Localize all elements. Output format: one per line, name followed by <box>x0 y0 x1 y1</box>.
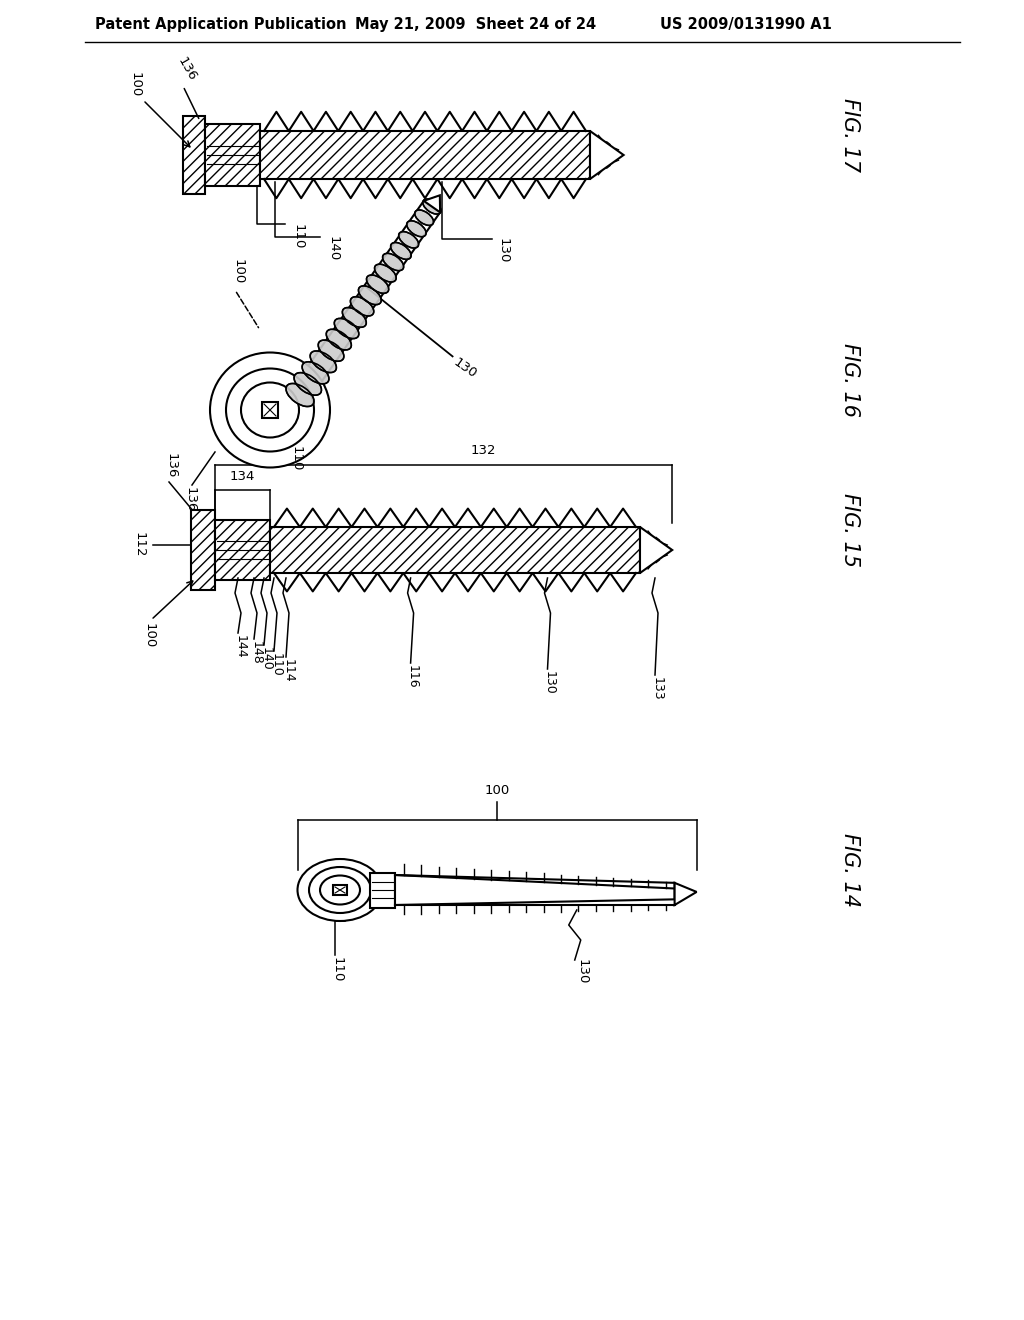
Text: FIG. 14: FIG. 14 <box>840 833 860 907</box>
Ellipse shape <box>398 231 419 248</box>
Text: 130: 130 <box>575 960 588 985</box>
Text: 112: 112 <box>132 532 145 558</box>
Ellipse shape <box>342 308 367 327</box>
Text: US 2009/0131990 A1: US 2009/0131990 A1 <box>660 17 831 33</box>
Polygon shape <box>424 195 440 213</box>
Ellipse shape <box>319 875 360 904</box>
Text: 100: 100 <box>142 623 156 648</box>
Bar <box>215 520 270 579</box>
Bar <box>333 884 347 895</box>
Text: 130: 130 <box>497 239 510 264</box>
Text: 132: 132 <box>471 445 497 458</box>
Text: 130: 130 <box>451 356 478 381</box>
Ellipse shape <box>367 275 389 293</box>
Ellipse shape <box>334 318 358 339</box>
Text: FIG. 17: FIG. 17 <box>840 98 860 172</box>
Text: 110: 110 <box>331 957 343 982</box>
Ellipse shape <box>415 210 433 226</box>
Ellipse shape <box>318 341 344 362</box>
Ellipse shape <box>241 383 299 437</box>
Bar <box>183 116 205 194</box>
Text: 134: 134 <box>229 470 255 483</box>
Text: FIG. 16: FIG. 16 <box>840 343 860 417</box>
Ellipse shape <box>286 384 314 407</box>
Bar <box>270 527 640 573</box>
Ellipse shape <box>350 297 374 315</box>
Ellipse shape <box>390 243 411 259</box>
Bar <box>370 873 395 908</box>
Bar <box>270 527 640 573</box>
Ellipse shape <box>226 368 314 451</box>
Text: 110: 110 <box>290 446 303 471</box>
Text: 110: 110 <box>292 224 304 249</box>
Ellipse shape <box>210 352 330 467</box>
Bar <box>260 131 590 180</box>
Bar <box>191 510 215 590</box>
Ellipse shape <box>407 220 426 236</box>
Polygon shape <box>590 131 624 180</box>
Bar <box>205 124 260 186</box>
Ellipse shape <box>383 253 403 271</box>
Ellipse shape <box>310 351 337 372</box>
Bar <box>191 510 215 590</box>
Ellipse shape <box>302 362 329 384</box>
Text: 136: 136 <box>175 54 199 83</box>
Text: 140: 140 <box>327 236 340 261</box>
Polygon shape <box>640 527 672 573</box>
Text: 136: 136 <box>165 453 177 479</box>
Text: May 21, 2009  Sheet 24 of 24: May 21, 2009 Sheet 24 of 24 <box>355 17 596 33</box>
Text: Patent Application Publication: Patent Application Publication <box>95 17 346 33</box>
Text: 144: 144 <box>233 635 247 659</box>
Bar <box>260 131 590 180</box>
Text: FIG. 15: FIG. 15 <box>840 492 860 568</box>
Polygon shape <box>292 201 440 401</box>
Text: 148: 148 <box>250 642 262 665</box>
Text: 140: 140 <box>259 647 272 671</box>
Polygon shape <box>675 883 696 906</box>
Text: 100: 100 <box>128 73 141 98</box>
Ellipse shape <box>294 372 322 395</box>
Bar <box>183 116 205 194</box>
Text: 116: 116 <box>407 665 419 689</box>
Ellipse shape <box>358 286 381 305</box>
Bar <box>205 124 260 186</box>
Ellipse shape <box>327 329 351 350</box>
Text: 100: 100 <box>231 259 245 285</box>
Ellipse shape <box>298 859 383 921</box>
Bar <box>215 520 270 579</box>
Text: 100: 100 <box>484 784 510 796</box>
Ellipse shape <box>423 199 441 214</box>
Text: 110: 110 <box>269 653 283 677</box>
Text: 136: 136 <box>183 487 197 512</box>
Text: 133: 133 <box>650 677 664 701</box>
Polygon shape <box>262 403 278 418</box>
Ellipse shape <box>375 264 396 282</box>
Text: 130: 130 <box>543 671 556 694</box>
Ellipse shape <box>309 867 371 913</box>
Text: 114: 114 <box>282 659 295 682</box>
Polygon shape <box>395 875 675 906</box>
